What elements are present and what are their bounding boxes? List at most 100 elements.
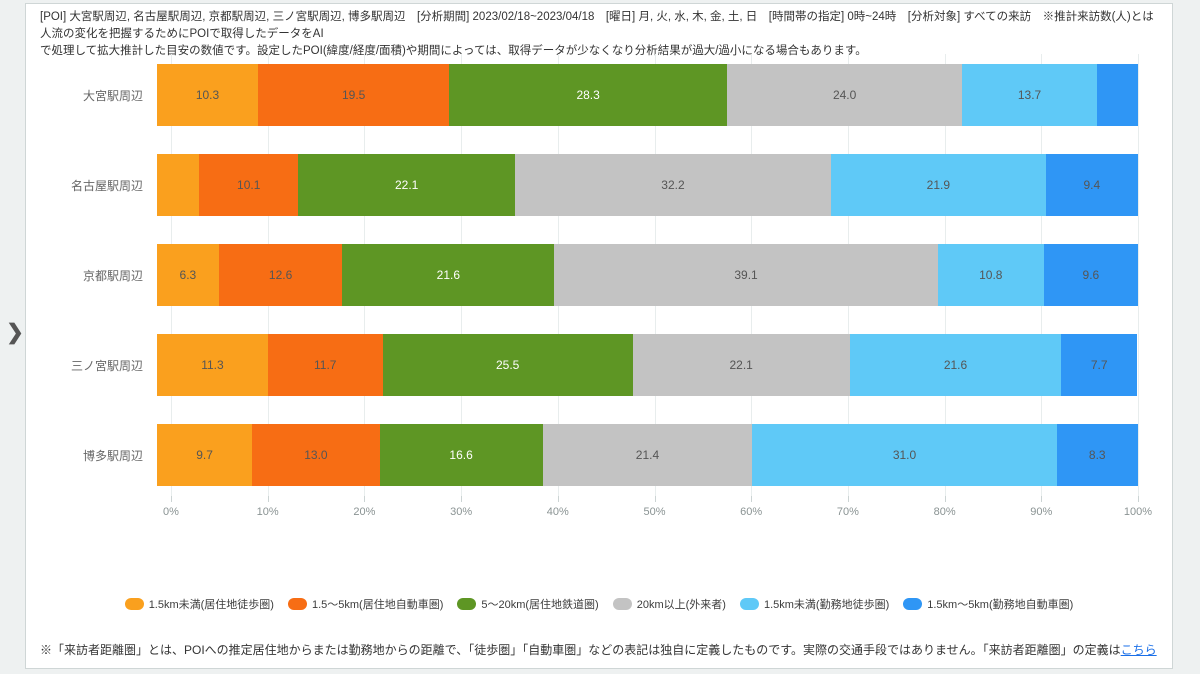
bar-segment: 39.1 xyxy=(554,244,938,306)
legend-swatch xyxy=(612,598,632,610)
chart-row: 博多駅周辺 9.7 13.0 16.6 21.4 31.0 8.3 xyxy=(26,410,1138,500)
gridline xyxy=(1138,54,1139,496)
bar-segment: 28.3 xyxy=(449,64,727,126)
bar-segment: 10.1 xyxy=(199,154,299,216)
definition-link[interactable]: こちら xyxy=(1120,643,1157,657)
bar-segment: 21.6 xyxy=(342,244,555,306)
chart-row: 京都駅周辺 6.3 12.6 21.6 39.1 10.8 9.6 xyxy=(26,230,1138,320)
segment-value: 9.4 xyxy=(1083,178,1101,192)
bar-track: 11.3 11.7 25.5 22.1 21.6 7.7 xyxy=(157,334,1138,396)
segment-value: 19.5 xyxy=(341,88,366,102)
bar-segment: 22.1 xyxy=(298,154,516,216)
category-label: 三ノ宮駅周辺 xyxy=(70,358,143,373)
x-axis-label: 100% xyxy=(1123,506,1153,518)
bar-track: 9.7 13.0 16.6 21.4 31.0 8.3 xyxy=(157,424,1138,486)
segment-value: 10.8 xyxy=(979,268,1003,282)
legend-swatch xyxy=(124,598,144,610)
legend-label: 1.5km未満(勤務地徒歩圏) xyxy=(763,599,890,611)
bar-segment: 13.7 xyxy=(962,64,1097,126)
segment-value: 10.3 xyxy=(195,88,220,102)
x-axis-label: 10% xyxy=(256,506,279,518)
segment-value: 39.1 xyxy=(734,268,758,282)
segment-value: 21.6 xyxy=(436,268,461,282)
bar-segment: 11.3 xyxy=(157,334,268,396)
legend-label: 20km以上(外来者) xyxy=(636,599,726,611)
category-label: 大宮駅周辺 xyxy=(82,88,143,103)
bar-segment: 6.3 xyxy=(157,244,219,306)
legend-label: 1.5km～5km(勤務地自動車圏) xyxy=(927,599,1074,611)
segment-value: 11.3 xyxy=(201,358,224,372)
legend-item[interactable]: 1.5～5km(居住地自動車圏) xyxy=(287,596,443,612)
bar-segment xyxy=(1096,64,1138,126)
segment-value: 21.9 xyxy=(926,178,951,192)
bar-track: 6.3 12.6 21.6 39.1 10.8 9.6 xyxy=(157,244,1138,306)
chart-rows: 大宮駅周辺 10.3 19.5 28.3 24.0 13.7 名古屋駅周辺 10.1 22.1 3… xyxy=(26,50,1138,500)
x-axis-label: 60% xyxy=(740,506,763,518)
bar-segment: 13.0 xyxy=(252,424,380,486)
segment-value: 22.1 xyxy=(394,178,419,192)
x-axis-label: 90% xyxy=(1030,506,1053,518)
footnote-text: ※「来訪者距離圏」とは、POIへの推定居住地からまたは勤務地からの距離で、「徒歩… xyxy=(40,643,1121,657)
segment-value: 22.1 xyxy=(729,358,753,372)
segment-value: 31.0 xyxy=(892,448,917,462)
bar-segment: 31.0 xyxy=(752,424,1057,486)
bar-segment: 21.6 xyxy=(849,334,1062,396)
legend-item[interactable]: 5～20km(居住地鉄道圏) xyxy=(457,596,599,612)
segment-value: 8.3 xyxy=(1088,448,1106,462)
bar-segment: 16.6 xyxy=(379,424,543,486)
legend-item[interactable]: 1.5km未満(居住地徒歩圏) xyxy=(124,596,274,612)
legend-label: 1.5km未満(居住地徒歩圏) xyxy=(148,599,274,611)
segment-value: 10.1 xyxy=(237,178,261,192)
bar-segment: 9.7 xyxy=(157,424,253,486)
chart-row: 名古屋駅周辺 10.1 22.1 32.2 21.9 9.4 xyxy=(26,140,1138,230)
bar-segment: 21.4 xyxy=(542,424,753,486)
bar-segment: 32.2 xyxy=(515,154,831,216)
category-label: 名古屋駅周辺 xyxy=(70,178,143,193)
segment-value: 7.7 xyxy=(1090,358,1108,372)
x-axis-label: 80% xyxy=(933,506,956,518)
x-axis: 0% 10% 20% 30% 40% 50% 60% 70% 80% 90% 100% xyxy=(163,506,1152,522)
x-axis-label: 40% xyxy=(546,506,569,518)
bar-segment: 8.3 xyxy=(1056,424,1138,486)
expand-panel-chevron-icon[interactable]: ❯ xyxy=(6,321,24,344)
segment-value: 9.7 xyxy=(196,448,213,462)
chart-row: 大宮駅周辺 10.3 19.5 28.3 24.0 13.7 xyxy=(26,50,1138,140)
bar-segment: 11.7 xyxy=(267,334,383,396)
bar-segment: 10.3 xyxy=(157,64,259,126)
legend-swatch xyxy=(457,598,477,610)
x-axis-label: 70% xyxy=(836,506,859,518)
bar-segment: 9.6 xyxy=(1043,244,1138,306)
segment-value: 13.0 xyxy=(304,448,328,462)
chart-legend: 1.5km未満(居住地徒歩圏) 1.5～5km(居住地自動車圏) 5～20km(居住… xyxy=(26,596,1172,612)
bar-segment: 19.5 xyxy=(258,64,450,126)
bar-track: 10.1 22.1 32.2 21.9 9.4 xyxy=(157,154,1138,216)
report-panel: [POI] 大宮駅周辺, 名古屋駅周辺, 京都駅周辺, 三ノ宮駅周辺, 博多駅周… xyxy=(25,3,1173,669)
segment-value: 6.3 xyxy=(179,268,197,282)
footnote: ※「来訪者距離圏」とは、POIへの推定居住地からまたは勤務地からの距離で、「徒歩… xyxy=(40,642,1160,659)
legend-swatch xyxy=(903,598,923,610)
bar-segment: 24.0 xyxy=(726,64,963,126)
segment-value: 16.6 xyxy=(449,448,473,462)
analysis-conditions-line1: [POI] 大宮駅周辺, 名古屋駅周辺, 京都駅周辺, 三ノ宮駅周辺, 博多駅周… xyxy=(40,11,1154,40)
segment-value: 12.6 xyxy=(268,268,293,282)
segment-value: 21.6 xyxy=(943,358,968,372)
legend-item[interactable]: 1.5km～5km(勤務地自動車圏) xyxy=(903,596,1073,612)
segment-value: 24.0 xyxy=(832,88,857,102)
legend-item[interactable]: 20km以上(外来者) xyxy=(612,596,726,612)
x-axis-label: 0% xyxy=(163,506,179,518)
bar-segment: 10.8 xyxy=(937,244,1044,306)
analysis-conditions-header: [POI] 大宮駅周辺, 名古屋駅周辺, 京都駅周辺, 三ノ宮駅周辺, 博多駅周… xyxy=(40,9,1160,60)
legend-label: 5～20km(居住地鉄道圏) xyxy=(481,599,599,611)
segment-value: 25.5 xyxy=(496,358,520,372)
legend-swatch xyxy=(739,598,759,610)
x-axis-label: 50% xyxy=(643,506,666,518)
segment-value: 28.3 xyxy=(576,88,600,102)
bar-track: 10.3 19.5 28.3 24.0 13.7 xyxy=(157,64,1138,126)
bar-segment xyxy=(157,154,200,216)
bar-segment: 9.4 xyxy=(1045,154,1138,216)
segment-value: 32.2 xyxy=(661,178,685,192)
legend-item[interactable]: 1.5km未満(勤務地徒歩圏) xyxy=(739,596,890,612)
bar-segment: 25.5 xyxy=(382,334,633,396)
bar-segment: 21.9 xyxy=(830,154,1046,216)
segment-value: 11.7 xyxy=(313,358,337,372)
